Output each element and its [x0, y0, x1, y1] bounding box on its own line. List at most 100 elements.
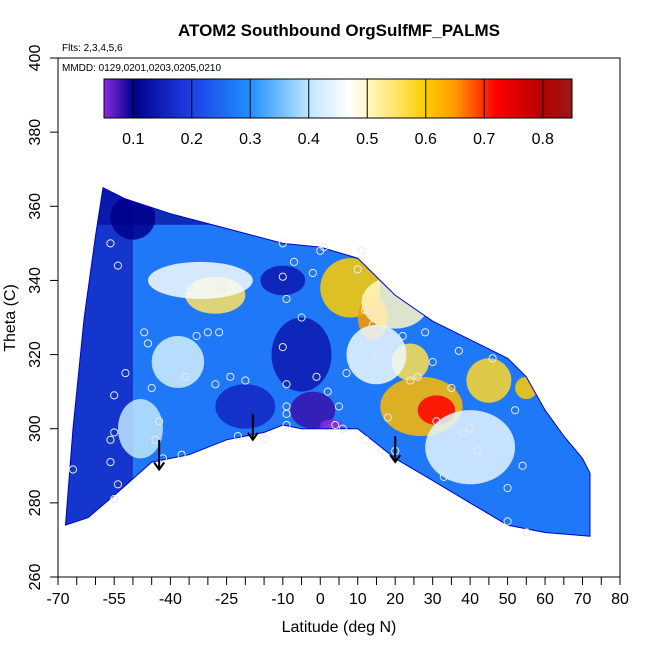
colorbar-tick-label: 0.3 — [239, 131, 261, 148]
observation-point — [203, 328, 212, 337]
observation-point — [147, 383, 156, 393]
dates-note: MMDD: 0129,0201,0203,0205,0210 — [62, 63, 221, 74]
colorbar-ticks: 0.1 0.2 0.3 0.4 0.5 0.6 0.7 0.8 — [122, 79, 554, 148]
observation-point — [278, 272, 287, 281]
observation-point — [110, 391, 119, 400]
x-tick-label: 10 — [349, 591, 367, 608]
observation-point — [421, 328, 430, 337]
observation-point — [503, 517, 512, 526]
heatmap-envelope — [64, 187, 591, 537]
flights-note: Flts: 2,3,4,5,6 — [62, 43, 123, 54]
observation-point — [473, 446, 482, 456]
observation-point — [361, 435, 370, 444]
observation-point — [185, 283, 194, 292]
field-blob — [117, 399, 163, 459]
observation-point — [226, 372, 235, 381]
observation-point — [368, 320, 377, 330]
observation-point — [211, 380, 220, 389]
field-blob — [110, 195, 156, 240]
colorbar-tick-label: 0.7 — [473, 131, 495, 148]
observation-point — [282, 380, 291, 389]
x-tick-label: -10 — [271, 591, 294, 608]
observation-point — [319, 242, 329, 252]
observation-point — [466, 424, 475, 433]
observation-point — [215, 328, 224, 337]
observation-point — [177, 450, 186, 459]
x-tick-label: -25 — [215, 591, 238, 608]
y-axis: 260 280 300 320 340 360 380 400 — [27, 45, 58, 591]
observation-point — [192, 331, 201, 341]
observation-point — [259, 435, 269, 444]
x-axis: -70 -55 -40 -25 -10 0 10 20 30 40 50 60 70 80 — [46, 577, 629, 608]
observation-point — [503, 483, 512, 493]
observation-point — [518, 461, 527, 470]
x-axis-label: Latitude (deg N) — [282, 619, 397, 636]
observation-point — [106, 435, 115, 444]
observation-point — [278, 343, 287, 352]
field-blob — [515, 376, 538, 400]
x-tick-label: 50 — [499, 591, 517, 608]
field-blob — [271, 317, 332, 392]
observation-point — [353, 265, 362, 274]
observation-point — [488, 354, 497, 363]
x-tick-label: -40 — [159, 591, 182, 608]
observation-point — [113, 480, 123, 489]
x-tick-label: 70 — [574, 591, 592, 608]
x-tick-label: 30 — [424, 591, 442, 608]
observation-point — [121, 369, 130, 378]
observation-point — [428, 357, 437, 367]
colorbar-tick-label: 0.6 — [415, 131, 437, 148]
observation-point — [68, 465, 78, 474]
observation-point — [233, 432, 242, 441]
y-tick-label: 260 — [27, 564, 44, 591]
observation-point — [357, 246, 366, 255]
field-blob — [466, 358, 512, 403]
observation-points — [68, 239, 531, 537]
x-tick-label: -55 — [103, 591, 126, 608]
observation-point — [241, 376, 250, 385]
observation-point — [331, 420, 340, 430]
observation-point — [383, 413, 392, 422]
y-tick-label: 360 — [27, 193, 44, 220]
y-tick-label: 340 — [27, 267, 44, 294]
x-tick-label: 80 — [611, 591, 629, 608]
x-tick-label: 20 — [386, 591, 404, 608]
observation-point — [432, 417, 441, 426]
observation-point — [342, 369, 351, 378]
colorbar-tick-label: 0.1 — [122, 131, 144, 148]
observation-point — [398, 331, 407, 341]
observation-point — [361, 305, 370, 315]
observation-point — [406, 376, 415, 385]
observation-point — [218, 283, 227, 292]
chart-title: ATOM2 Southbound OrgSulfMF_PALMS — [178, 21, 500, 40]
observation-point — [106, 239, 115, 248]
colorbar-gradient — [103, 78, 573, 119]
field-blob — [147, 261, 253, 299]
observation-point — [282, 420, 291, 430]
arrow-head — [389, 454, 402, 464]
observation-point — [106, 457, 115, 467]
observation-point — [312, 372, 321, 381]
x-tick-label: 0 — [316, 591, 325, 608]
observation-point — [181, 372, 190, 381]
y-tick-label: 300 — [27, 415, 44, 442]
field-blob — [215, 384, 276, 429]
observation-point — [510, 406, 520, 415]
observation-point — [308, 268, 317, 278]
colorbar-tick-label: 0.4 — [298, 131, 320, 148]
y-tick-label: 380 — [27, 119, 44, 146]
field-blob — [151, 336, 205, 388]
observation-point — [522, 528, 531, 537]
field-blob — [361, 276, 429, 329]
y-tick-label: 320 — [27, 341, 44, 368]
observation-point — [278, 239, 287, 248]
observation-point — [447, 383, 456, 393]
colorbar-tick-label: 0.8 — [532, 131, 554, 148]
observation-point — [334, 402, 344, 411]
colorbar: 0.1 0.2 0.3 0.4 0.5 0.6 0.7 0.8 — [103, 78, 573, 148]
y-axis-label: Theta (C) — [2, 284, 19, 352]
observation-point — [282, 294, 291, 304]
arrows — [153, 413, 402, 472]
observation-point — [155, 417, 164, 426]
